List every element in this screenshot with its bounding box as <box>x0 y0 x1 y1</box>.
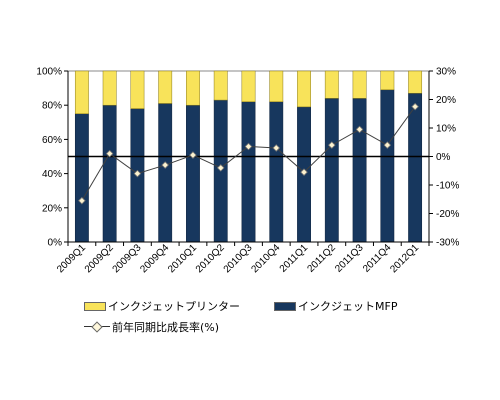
legend-swatch-growth <box>84 322 110 332</box>
bar-printer-2009Q2 <box>102 70 117 106</box>
bar-mfp-2010Q4 <box>269 101 284 243</box>
growth-point-2011Q4 <box>383 141 392 149</box>
growth-point-2011Q3 <box>355 125 364 134</box>
bar-printer-2009Q1 <box>74 70 89 114</box>
x-tick-label: 2010Q1 <box>166 242 199 275</box>
x-tick-label: 2010Q4 <box>249 242 282 275</box>
bar-printer-2009Q4 <box>158 70 173 104</box>
bar-printer-2011Q3 <box>352 70 367 99</box>
bar-printer-2012Q1 <box>408 70 423 94</box>
right-tick-label: 30% <box>436 67 456 78</box>
x-tick-label: 2009Q4 <box>138 242 171 275</box>
legend-label-printer: インクジェットプリンター <box>108 300 240 313</box>
left-tick-label: 0% <box>48 238 63 249</box>
legend: インクジェットプリンター インクジェットMFP 前年同期比成長率(%) <box>84 298 484 338</box>
bar-mfp-2010Q1 <box>186 104 200 243</box>
x-tick-label: 2009Q3 <box>111 242 144 275</box>
legend-item-growth: 前年同期比成長率(%) <box>84 319 219 335</box>
left-tick-label: 60% <box>42 135 62 146</box>
x-ticks: 2009Q12009Q22009Q32009Q42010Q12010Q22010… <box>55 242 430 275</box>
right-tick-label: 20% <box>436 95 456 106</box>
bars <box>74 70 423 243</box>
right-tick-label: 10% <box>436 124 456 135</box>
bar-printer-2011Q1 <box>297 70 311 108</box>
x-tick-label: 2011Q2 <box>306 242 339 275</box>
right-tick-label: -20% <box>436 209 459 220</box>
bar-printer-2010Q4 <box>269 70 284 103</box>
x-tick-label: 2010Q2 <box>194 242 227 275</box>
right-tick-label: 0% <box>436 152 451 163</box>
right-ticks: -30% -20% -10% 0% 10% 20% 30% <box>429 67 459 249</box>
legend-swatch-mfp <box>274 301 296 311</box>
growth-point-2010Q1 <box>189 151 197 159</box>
x-tick-label: 2009Q2 <box>83 242 116 275</box>
left-tick-label: 100% <box>36 67 62 78</box>
growth-point-2011Q1 <box>300 168 308 176</box>
legend-swatch-printer <box>84 301 106 311</box>
left-tick-label: 40% <box>42 169 62 180</box>
bar-printer-2011Q4 <box>380 70 395 91</box>
growth-point-2009Q2 <box>105 149 114 158</box>
x-tick-label: 2010Q3 <box>222 242 255 275</box>
bar-printer-2009Q3 <box>130 70 145 109</box>
growth-point-2009Q4 <box>161 161 169 169</box>
x-tick-label: 2011Q1 <box>278 242 311 275</box>
legend-item-mfp: インクジェットMFP <box>274 298 397 314</box>
growth-point-2012Q1 <box>411 102 419 111</box>
growth-point-2010Q2 <box>216 164 225 172</box>
bar-printer-2010Q2 <box>213 70 228 101</box>
growth-point-2010Q3 <box>244 142 253 151</box>
legend-label-mfp: インクジェットMFP <box>298 300 398 313</box>
legend-label-growth: 前年同期比成長率(%) <box>112 321 220 334</box>
growth-point-2009Q3 <box>133 169 142 178</box>
bar-printer-2010Q1 <box>186 70 200 106</box>
legend-item-printer: インクジェットプリンター <box>84 298 240 314</box>
x-tick-label: 2011Q4 <box>361 242 394 275</box>
bar-mfp-2012Q1 <box>408 92 423 243</box>
right-tick-label: -10% <box>436 181 459 192</box>
left-tick-label: 20% <box>42 203 62 214</box>
growth-point-2009Q1 <box>78 196 86 205</box>
growth-markers <box>78 102 419 205</box>
bar-printer-2011Q2 <box>324 70 339 99</box>
left-ticks: 0% 20% 40% 60% 80% 100% <box>36 67 68 249</box>
left-tick-label: 80% <box>42 101 62 112</box>
bar-mfp-2009Q4 <box>158 103 173 243</box>
x-tick-label: 2011Q3 <box>333 242 366 275</box>
growth-point-2010Q4 <box>272 144 281 152</box>
bar-mfp-2011Q4 <box>380 89 395 243</box>
right-tick-label: -30% <box>436 238 459 249</box>
x-tick-label: 2012Q1 <box>388 242 421 275</box>
bar-mfp-2010Q3 <box>241 101 256 243</box>
bar-printer-2010Q3 <box>241 70 256 103</box>
bar-mfp-2009Q2 <box>102 104 117 243</box>
bar-mfp-2011Q3 <box>352 98 367 243</box>
bar-mfp-2011Q2 <box>324 98 339 243</box>
bar-mfp-2009Q1 <box>74 113 89 243</box>
growth-point-2011Q2 <box>328 141 336 149</box>
